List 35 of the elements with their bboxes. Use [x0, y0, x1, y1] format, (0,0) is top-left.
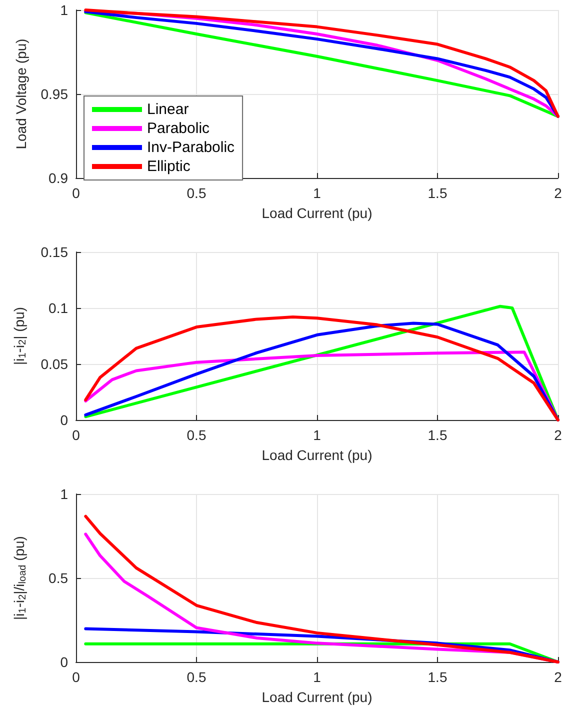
x-tick-label: 1: [313, 427, 322, 443]
y-tick-label: 0.15: [40, 244, 68, 260]
x-tick-label: 2: [554, 427, 562, 443]
x-tick-label: 0.5: [186, 427, 206, 443]
y-tick-label: 0: [60, 654, 68, 670]
x-tick-label: 0: [72, 185, 80, 201]
x-tick-label: 0.5: [186, 185, 206, 201]
x-tick-label: 1.5: [428, 185, 448, 201]
y-tick-label: 1: [60, 2, 68, 18]
x-axis-title: Load Current (pu): [262, 447, 372, 463]
legend-label: Parabolic: [147, 120, 210, 137]
x-axis-title: Load Current (pu): [262, 689, 372, 705]
x-tick-label: 0.5: [186, 669, 206, 685]
x-tick-label: 0: [72, 427, 80, 443]
x-tick-label: 1.5: [428, 669, 448, 685]
y-tick-label: 0.05: [40, 356, 68, 372]
x-tick-label: 1: [313, 669, 322, 685]
y-tick-label: 0.1: [48, 300, 68, 316]
legend-label: Linear: [147, 101, 189, 118]
y-tick-label: 0.9: [48, 170, 68, 186]
y-axis-title: Load Voltage (pu): [13, 38, 29, 150]
x-tick-label: 0: [72, 669, 80, 685]
y-tick-label: 0.5: [48, 570, 68, 586]
y-axis-title: |i1-i2|/iload (pu): [11, 536, 28, 620]
x-axis-title: Load Current (pu): [262, 205, 372, 221]
y-axis-title: |i1-i2| (pu): [11, 306, 28, 366]
x-tick-label: 2: [554, 185, 562, 201]
x-tick-label: 1: [313, 185, 322, 201]
legend-label: Elliptic: [147, 158, 191, 175]
x-tick-label: 1.5: [428, 427, 448, 443]
x-tick-label: 2: [554, 669, 562, 685]
y-tick-label: 0: [60, 412, 68, 428]
legend-label: Inv-Parabolic: [147, 139, 236, 156]
y-tick-label: 0.95: [40, 86, 68, 102]
y-tick-label: 1: [60, 486, 68, 502]
